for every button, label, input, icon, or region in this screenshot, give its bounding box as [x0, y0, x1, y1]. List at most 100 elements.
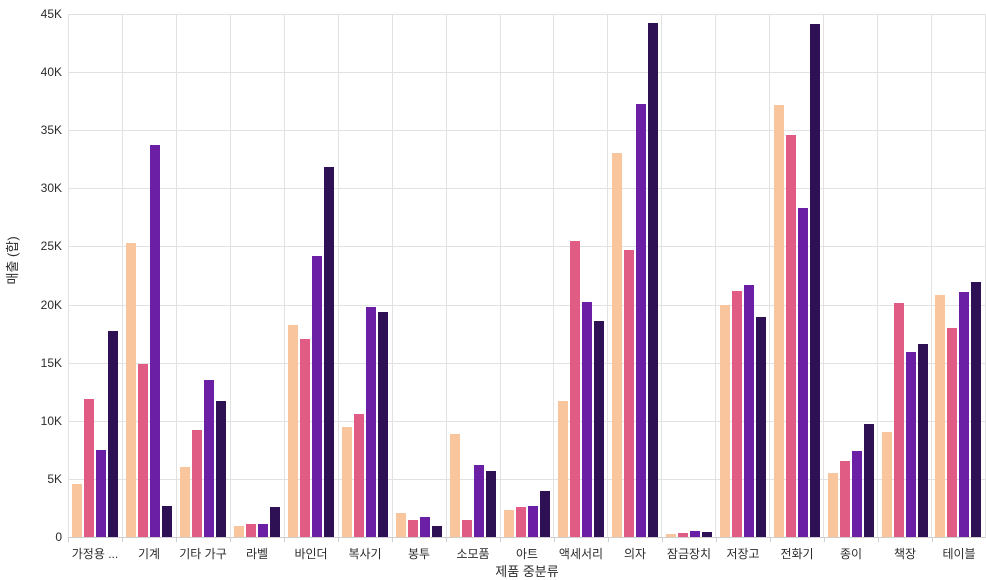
bar-series-3[interactable]	[959, 291, 970, 537]
x-category-label: 의자	[623, 547, 647, 561]
x-category-label: 종이	[839, 547, 863, 561]
bar-series-2[interactable]	[138, 363, 149, 537]
category-column	[229, 14, 284, 537]
x-category-label: 테이블	[942, 547, 976, 561]
x-axis-tick	[662, 538, 663, 542]
category-column	[607, 14, 661, 537]
x-axis-tick	[392, 538, 393, 542]
gridline	[68, 246, 986, 248]
x-axis-tick	[338, 538, 339, 542]
bar-series-3[interactable]	[366, 306, 377, 537]
bar-series-1[interactable]	[342, 426, 353, 537]
bar-series-1[interactable]	[719, 304, 730, 537]
x-axis-tick	[824, 538, 825, 542]
bar-series-3[interactable]	[96, 449, 107, 537]
bar-series-1[interactable]	[935, 295, 946, 537]
bar-series-1[interactable]	[881, 432, 892, 537]
bar-series-2[interactable]	[785, 134, 796, 537]
bar-series-3[interactable]	[420, 517, 431, 537]
bar-series-4[interactable]	[971, 282, 982, 537]
bar-series-2[interactable]	[300, 339, 311, 537]
bar-series-4[interactable]	[647, 23, 658, 537]
category-column	[715, 14, 769, 537]
bar-series-2[interactable]	[731, 290, 742, 537]
bar-series-3[interactable]	[905, 352, 916, 537]
bar-series-1[interactable]	[557, 401, 568, 537]
bar-series-4[interactable]	[162, 505, 173, 537]
bar-series-4[interactable]	[809, 24, 820, 537]
bar-series-1[interactable]	[180, 467, 191, 537]
x-axis-title: 제품 중분류	[495, 564, 559, 579]
bar-series-3[interactable]	[635, 103, 646, 537]
bar-series-1[interactable]	[234, 525, 245, 537]
bar-series-1[interactable]	[773, 104, 784, 537]
bar-series-2[interactable]	[462, 519, 473, 537]
bar-series-3[interactable]	[150, 145, 161, 537]
plot-area	[68, 14, 986, 538]
bar-series-3[interactable]	[474, 464, 485, 537]
gridline	[68, 420, 986, 422]
bar-chart: 매출 (합) 0 5K 10K 15K 20K 25K 30K 35K 40K 45K 가정용 .…	[5, 7, 986, 579]
bar-series-4[interactable]	[378, 311, 389, 537]
bar-series-2[interactable]	[246, 524, 257, 537]
bar-series-1[interactable]	[396, 512, 407, 537]
bar-series-4[interactable]	[755, 317, 766, 537]
bar-series-1[interactable]	[665, 533, 676, 537]
category-column	[175, 14, 230, 537]
category-column	[553, 14, 607, 537]
x-axis-tick	[284, 538, 285, 542]
category-column	[877, 14, 931, 537]
bar-series-2[interactable]	[84, 398, 95, 537]
bar-series-3[interactable]	[797, 208, 808, 537]
bar-series-3[interactable]	[258, 524, 269, 537]
y-tick-label: 30K	[40, 181, 62, 196]
bar-series-4[interactable]	[108, 331, 119, 537]
bar-series-3[interactable]	[527, 505, 538, 537]
bar-series-4[interactable]	[216, 401, 227, 537]
category-column	[68, 14, 122, 537]
bar-series-2[interactable]	[623, 249, 634, 537]
bar-series-4[interactable]	[863, 424, 874, 537]
bar-series-2[interactable]	[408, 520, 419, 537]
bar-series-3[interactable]	[851, 451, 862, 537]
x-axis-tick	[554, 538, 555, 542]
bar-series-1[interactable]	[503, 510, 514, 537]
bar-series-4[interactable]	[270, 506, 281, 537]
bar-series-1[interactable]	[72, 483, 83, 537]
bar-series-2[interactable]	[569, 240, 580, 537]
bar-series-3[interactable]	[689, 530, 700, 537]
bar-series-1[interactable]	[611, 153, 622, 537]
bar-series-4[interactable]	[701, 531, 712, 537]
bar-series-1[interactable]	[288, 325, 299, 537]
bar-series-2[interactable]	[947, 327, 958, 537]
bar-series-2[interactable]	[839, 461, 850, 537]
bar-series-2[interactable]	[515, 506, 526, 537]
bar-series-3[interactable]	[204, 380, 215, 537]
bar-series-2[interactable]	[192, 430, 203, 537]
bar-series-2[interactable]	[677, 532, 688, 537]
x-category-label: 봉투	[407, 547, 431, 561]
bar-series-3[interactable]	[581, 302, 592, 537]
bar-series-4[interactable]	[917, 344, 928, 537]
x-category-label: 복사기	[348, 547, 382, 561]
y-tick-label: 45K	[40, 7, 62, 21]
category-column	[931, 14, 986, 537]
bar-series-1[interactable]	[450, 433, 461, 537]
bar-series-4[interactable]	[486, 470, 497, 537]
bar-series-4[interactable]	[432, 525, 443, 537]
bar-series-4[interactable]	[324, 167, 335, 537]
bar-series-2[interactable]	[893, 303, 904, 537]
bar-series-3[interactable]	[312, 255, 323, 537]
x-category-label: 액세서리	[558, 547, 604, 561]
bar-series-1[interactable]	[126, 242, 137, 537]
bar-series-2[interactable]	[354, 413, 365, 537]
category-column	[121, 14, 176, 537]
bar-series-4[interactable]	[539, 490, 550, 537]
category-column	[769, 14, 823, 537]
bar-series-1[interactable]	[827, 473, 838, 537]
x-category-label: 책장	[893, 547, 917, 561]
x-category-label: 라벨	[245, 547, 269, 561]
x-axis-tick	[446, 538, 447, 542]
bar-series-4[interactable]	[593, 320, 604, 537]
bar-series-3[interactable]	[743, 284, 754, 537]
